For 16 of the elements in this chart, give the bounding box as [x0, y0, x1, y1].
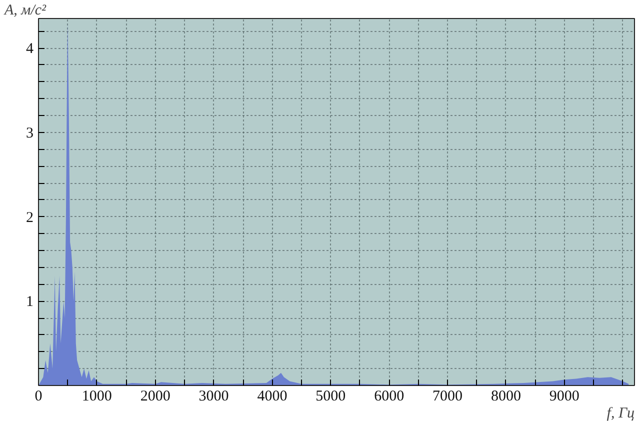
x-tick-label: 8000 — [490, 388, 521, 404]
y-axis-title: A, м/с² — [4, 2, 47, 18]
x-tick-label: 6000 — [374, 388, 404, 404]
x-tick-label: 4000 — [257, 388, 288, 404]
y-tick-label: 2 — [26, 210, 34, 226]
x-tick-label: 5000 — [316, 388, 346, 404]
x-axis-title: f, Гц — [606, 406, 635, 421]
y-tick-label: 4 — [26, 41, 34, 58]
x-tick-label: 3000 — [198, 388, 229, 404]
y-tick-label: 1 — [26, 294, 34, 310]
x-tick-label: 2000 — [140, 388, 170, 404]
y-tick-label: 3 — [26, 125, 34, 142]
x-tick-label: 0 — [34, 388, 42, 404]
x-tick-label: 1000 — [82, 388, 112, 404]
x-tick-label: 9000 — [549, 388, 580, 404]
x-tick-label: 7000 — [432, 388, 463, 404]
